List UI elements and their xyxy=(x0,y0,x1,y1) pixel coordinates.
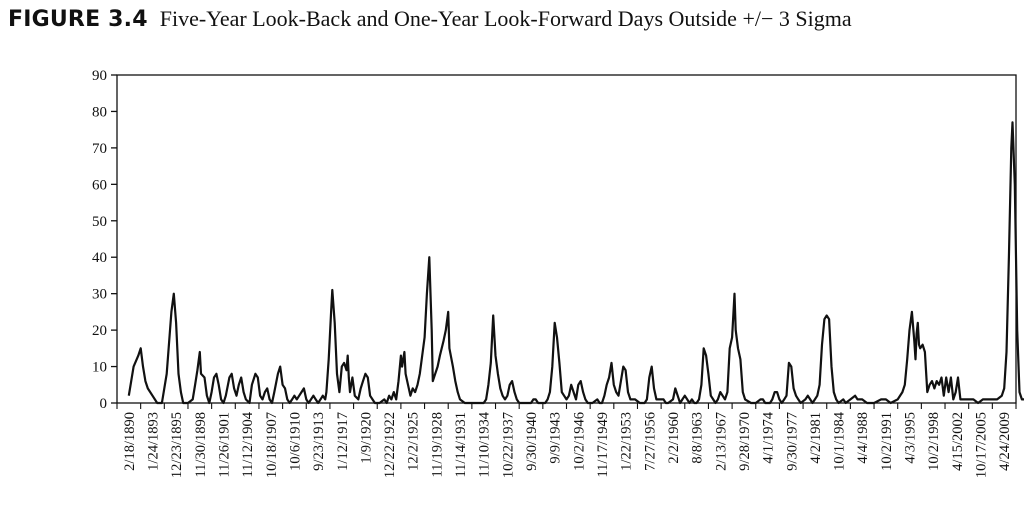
x-tick-label: 4/2/1981 xyxy=(808,412,824,464)
figure-title: Five-Year Look-Back and One-Year Look-Fo… xyxy=(159,6,852,31)
x-tick-label: 11/30/1898 xyxy=(193,412,209,478)
x-tick-label: 11/17/1949 xyxy=(595,412,611,478)
x-tick-label: 1/9/1920 xyxy=(358,412,374,464)
x-tick-label: 4/15/2002 xyxy=(950,412,966,471)
x-axis-ticks: 2/18/1890 1/24/1893 12/23/1895 11/30/1898 11… xyxy=(116,403,1017,478)
x-tick-label: 2/13/1967 xyxy=(713,412,729,471)
y-tick-label: 90 xyxy=(92,68,107,84)
y-axis-ticks: 0 10 20 30 40 50 60 70 80 90 xyxy=(92,68,117,412)
x-tick-label: 11/12/1904 xyxy=(240,411,256,477)
x-tick-label: 9/9/1943 xyxy=(548,412,564,464)
x-tick-label: 10/18/1907 xyxy=(264,412,280,478)
x-tick-label: 9/23/1913 xyxy=(311,412,327,471)
x-tick-label: 1/24/1893 xyxy=(145,412,161,471)
x-tick-label: 4/4/1988 xyxy=(855,412,871,464)
x-tick-label: 10/2/1998 xyxy=(926,412,942,471)
x-tick-label: 12/22/1922 xyxy=(382,412,398,478)
x-tick-label: 11/26/1901 xyxy=(216,412,232,478)
chart-axes xyxy=(116,74,1017,404)
x-tick-label: 10/2/1946 xyxy=(571,412,587,471)
y-tick-label: 0 xyxy=(100,396,108,412)
x-tick-label: 10/17/2005 xyxy=(974,412,990,478)
x-tick-label: 10/1/1984 xyxy=(832,411,848,471)
x-tick-label: 11/14/1931 xyxy=(453,412,469,478)
x-tick-label: 9/30/1977 xyxy=(784,412,800,471)
x-tick-label: 2/2/1960 xyxy=(666,412,682,464)
x-tick-label: 12/23/1895 xyxy=(169,412,185,478)
x-tick-label: 12/2/1925 xyxy=(406,412,422,471)
x-tick-label: 1/12/1917 xyxy=(335,412,351,471)
x-tick-label: 4/1/1974 xyxy=(761,411,777,463)
x-tick-label: 9/28/1970 xyxy=(737,412,753,471)
y-tick-label: 20 xyxy=(92,323,107,339)
x-tick-label: 10/2/1991 xyxy=(879,412,895,471)
plot-frame xyxy=(116,74,1017,404)
x-tick-label: 11/10/1934 xyxy=(477,411,493,477)
x-tick-label: 4/3/1995 xyxy=(903,412,919,464)
x-tick-label: 10/6/1910 xyxy=(287,412,303,471)
y-tick-label: 60 xyxy=(92,177,107,193)
x-tick-label: 7/27/1956 xyxy=(642,412,658,471)
series-line xyxy=(127,121,1024,405)
x-tick-label: 2/18/1890 xyxy=(122,412,138,471)
x-tick-label: 11/19/1928 xyxy=(429,412,445,478)
figure-label: FIGURE 3.4 xyxy=(8,7,148,32)
y-tick-label: 40 xyxy=(92,250,107,266)
figure-title-row: FIGURE 3.4 Five-Year Look-Back and One-Ye… xyxy=(8,6,852,36)
y-tick-label: 10 xyxy=(92,360,107,376)
x-tick-label: 1/22/1953 xyxy=(619,412,635,471)
x-tick-label: 4/24/2009 xyxy=(997,412,1013,471)
y-tick-label: 30 xyxy=(92,287,107,303)
y-tick-label: 80 xyxy=(92,104,107,120)
x-tick-label: 10/22/1937 xyxy=(500,412,516,478)
y-tick-label: 70 xyxy=(92,141,107,157)
x-tick-label: 8/8/1963 xyxy=(690,412,706,464)
y-tick-label: 50 xyxy=(92,214,107,230)
x-tick-label: 9/30/1940 xyxy=(524,412,540,471)
